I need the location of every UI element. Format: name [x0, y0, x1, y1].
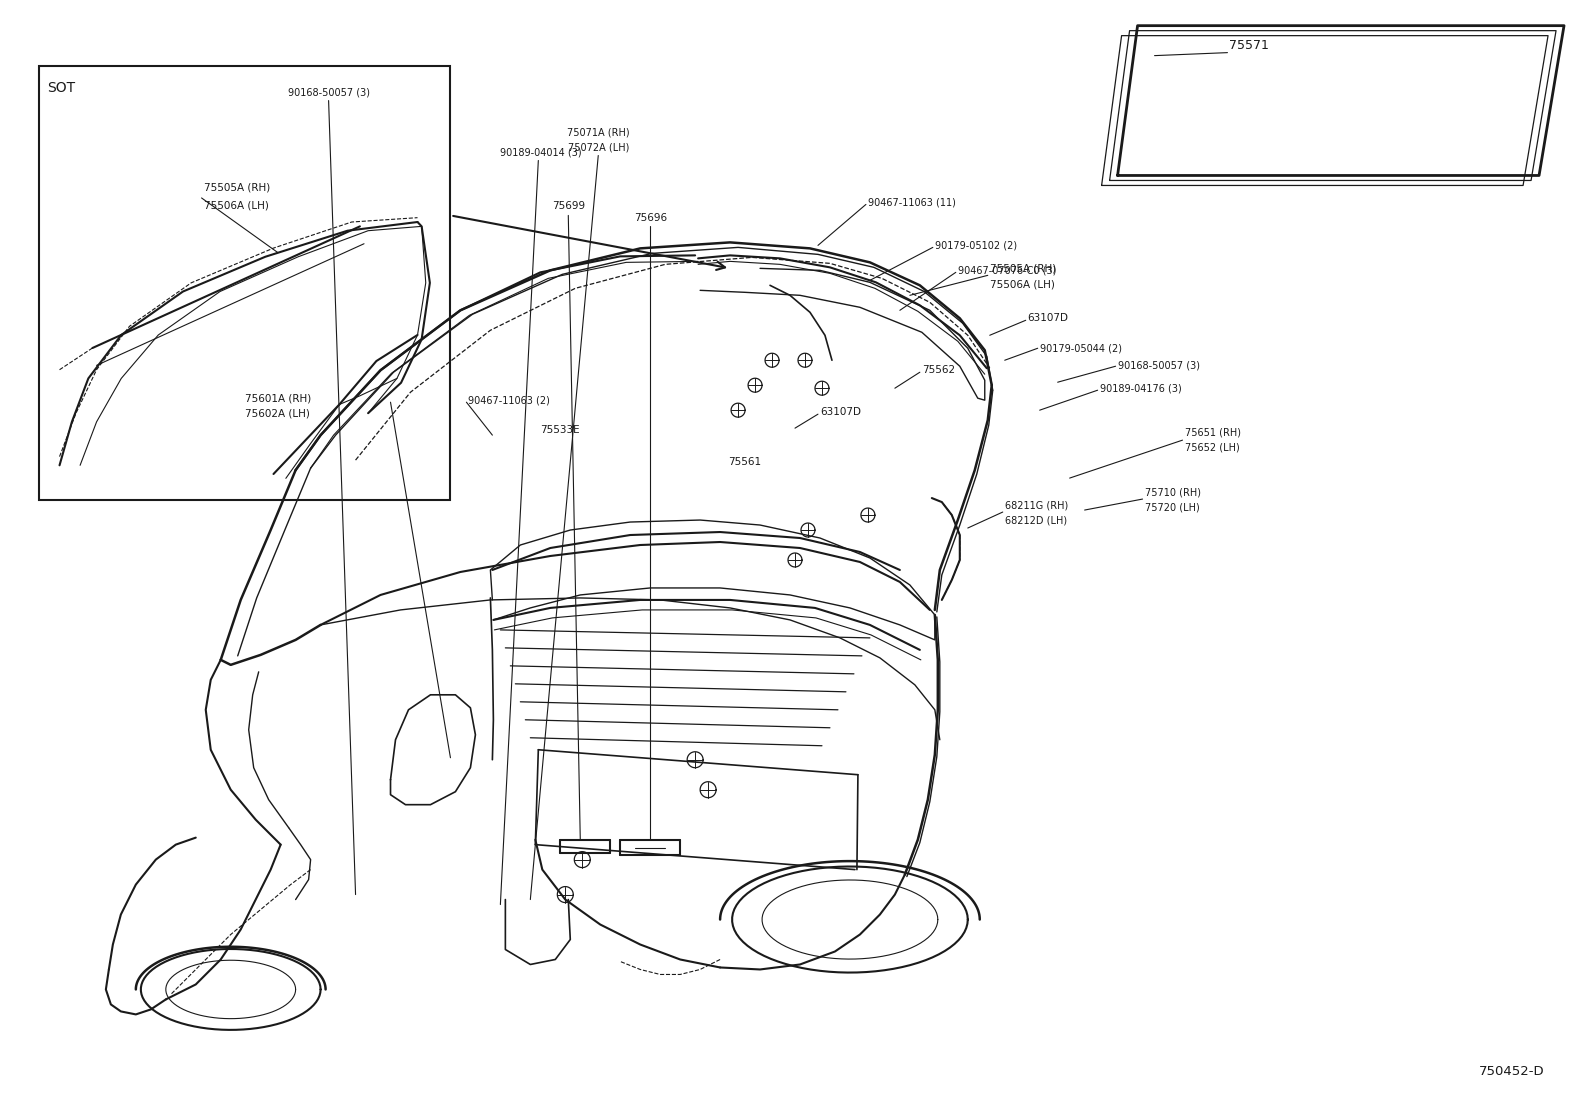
Text: 75699: 75699	[552, 201, 584, 211]
Text: 63107D: 63107D	[1028, 313, 1068, 323]
Text: 75533E: 75533E	[540, 425, 579, 435]
Text: 75571: 75571	[1229, 40, 1269, 52]
Text: 75505A (RH): 75505A (RH)	[990, 264, 1055, 274]
Text: 75652 (LH): 75652 (LH)	[1184, 442, 1239, 452]
Text: 75651 (RH): 75651 (RH)	[1184, 428, 1240, 437]
Text: SOT: SOT	[46, 80, 75, 95]
Text: 75506A (LH): 75506A (LH)	[204, 201, 269, 211]
Text: 63107D: 63107D	[820, 407, 861, 418]
Text: 90179-05102 (2): 90179-05102 (2)	[935, 241, 1017, 251]
Text: 90168-50057 (3): 90168-50057 (3)	[288, 88, 369, 98]
Text: 90189-04014 (3): 90189-04014 (3)	[500, 147, 581, 157]
Text: 75505A (RH): 75505A (RH)	[204, 182, 269, 193]
Text: 90179-05044 (2): 90179-05044 (2)	[1040, 343, 1122, 353]
Text: 90168-50057 (3): 90168-50057 (3)	[1118, 360, 1200, 370]
Text: 75562: 75562	[922, 365, 955, 375]
Text: 75601A (RH): 75601A (RH)	[245, 393, 310, 403]
Text: 90467-11063 (2): 90467-11063 (2)	[468, 396, 551, 406]
Text: 68212D (LH): 68212D (LH)	[1005, 515, 1067, 525]
Text: 90189-04176 (3): 90189-04176 (3)	[1100, 384, 1181, 393]
Text: 75561: 75561	[728, 457, 761, 467]
Text: 75710 (RH): 75710 (RH)	[1145, 487, 1200, 497]
Text: 75506A (LH): 75506A (LH)	[990, 279, 1054, 289]
Text: 75072A (LH): 75072A (LH)	[568, 143, 629, 153]
Text: 75720 (LH): 75720 (LH)	[1145, 502, 1199, 512]
Text: 750452-D: 750452-D	[1479, 1065, 1544, 1078]
Text: 75602A (LH): 75602A (LH)	[245, 408, 309, 419]
Text: 68211G (RH): 68211G (RH)	[1005, 500, 1068, 510]
Text: 90467-11063 (11): 90467-11063 (11)	[868, 198, 955, 208]
Text: 90467-07076-C0 (3): 90467-07076-C0 (3)	[958, 265, 1055, 276]
Text: 75696: 75696	[634, 213, 667, 223]
Text: 75071A (RH): 75071A (RH)	[567, 127, 629, 137]
